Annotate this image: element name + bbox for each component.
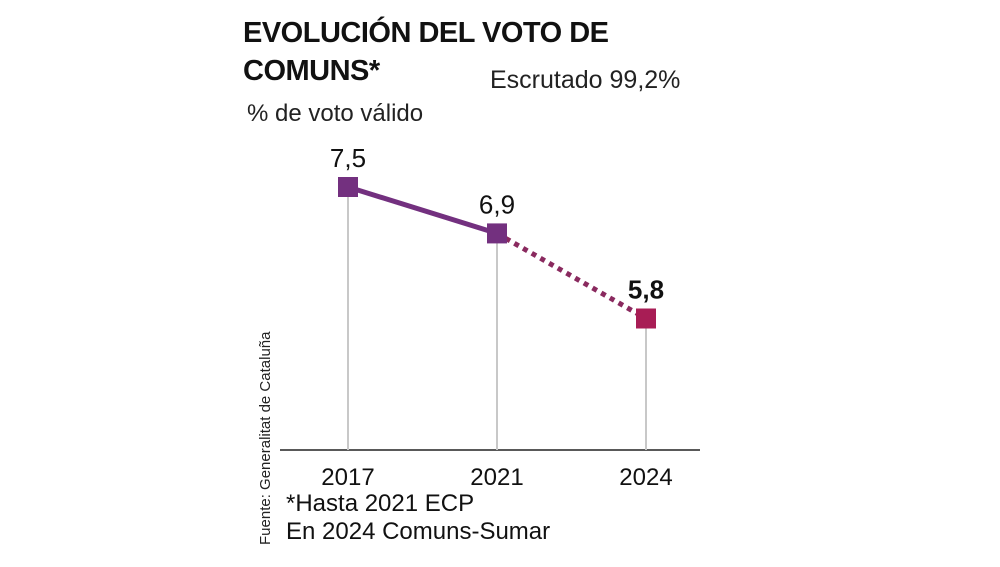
series-segment-2021-2024 [495,231,648,321]
x-tick-label-2017: 2017 [321,464,374,491]
x-tick-label-2024: 2024 [619,464,672,491]
chart-title: EVOLUCIÓN DEL VOTO DE COMUNS* [243,17,609,87]
value-label-2021: 6,9 [479,189,515,219]
value-label-2017: 7,5 [330,143,366,173]
footnote-1: *Hasta 2021 ECP [286,490,475,517]
series-segment-2017-2021 [347,184,498,236]
data-point-2024 [636,308,656,329]
unit-label: % de voto válido [247,100,424,127]
footnote-2: En 2024 Comuns-Sumar [286,518,551,545]
scrutiny-status: Escrutado 99,2% [490,66,681,94]
x-tick-label-2021: 2021 [470,464,523,491]
value-label-2024: 5,8 [628,275,664,305]
data-point-2017 [338,177,358,197]
data-point-2021 [487,223,507,244]
